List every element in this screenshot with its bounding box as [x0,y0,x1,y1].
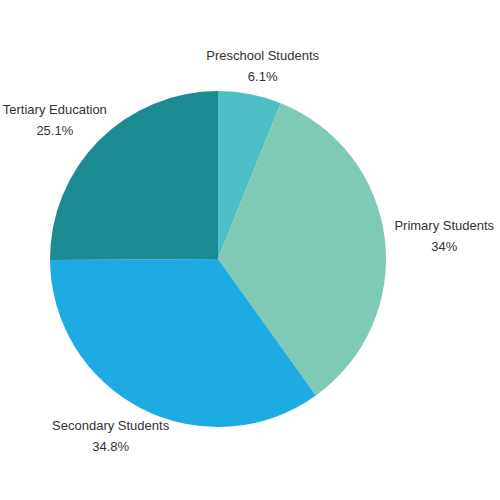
value-label: 34% [431,239,457,254]
labels: Preschool Students 6.1% Primary Students 34… [3,48,495,455]
slices [50,91,386,427]
slice-label: Preschool Students [206,48,319,63]
chart: Preschool Students 6.1% Primary Students 34… [0,0,500,500]
value-label: 34.8% [92,439,129,454]
pie-slice [50,259,316,427]
slice-label: Primary Students [394,218,494,233]
value-label: 6.1% [248,69,278,84]
slice-label: Tertiary Education [3,102,107,117]
value-label: 25.1% [36,123,73,138]
slice-label: Secondary Students [52,418,170,433]
